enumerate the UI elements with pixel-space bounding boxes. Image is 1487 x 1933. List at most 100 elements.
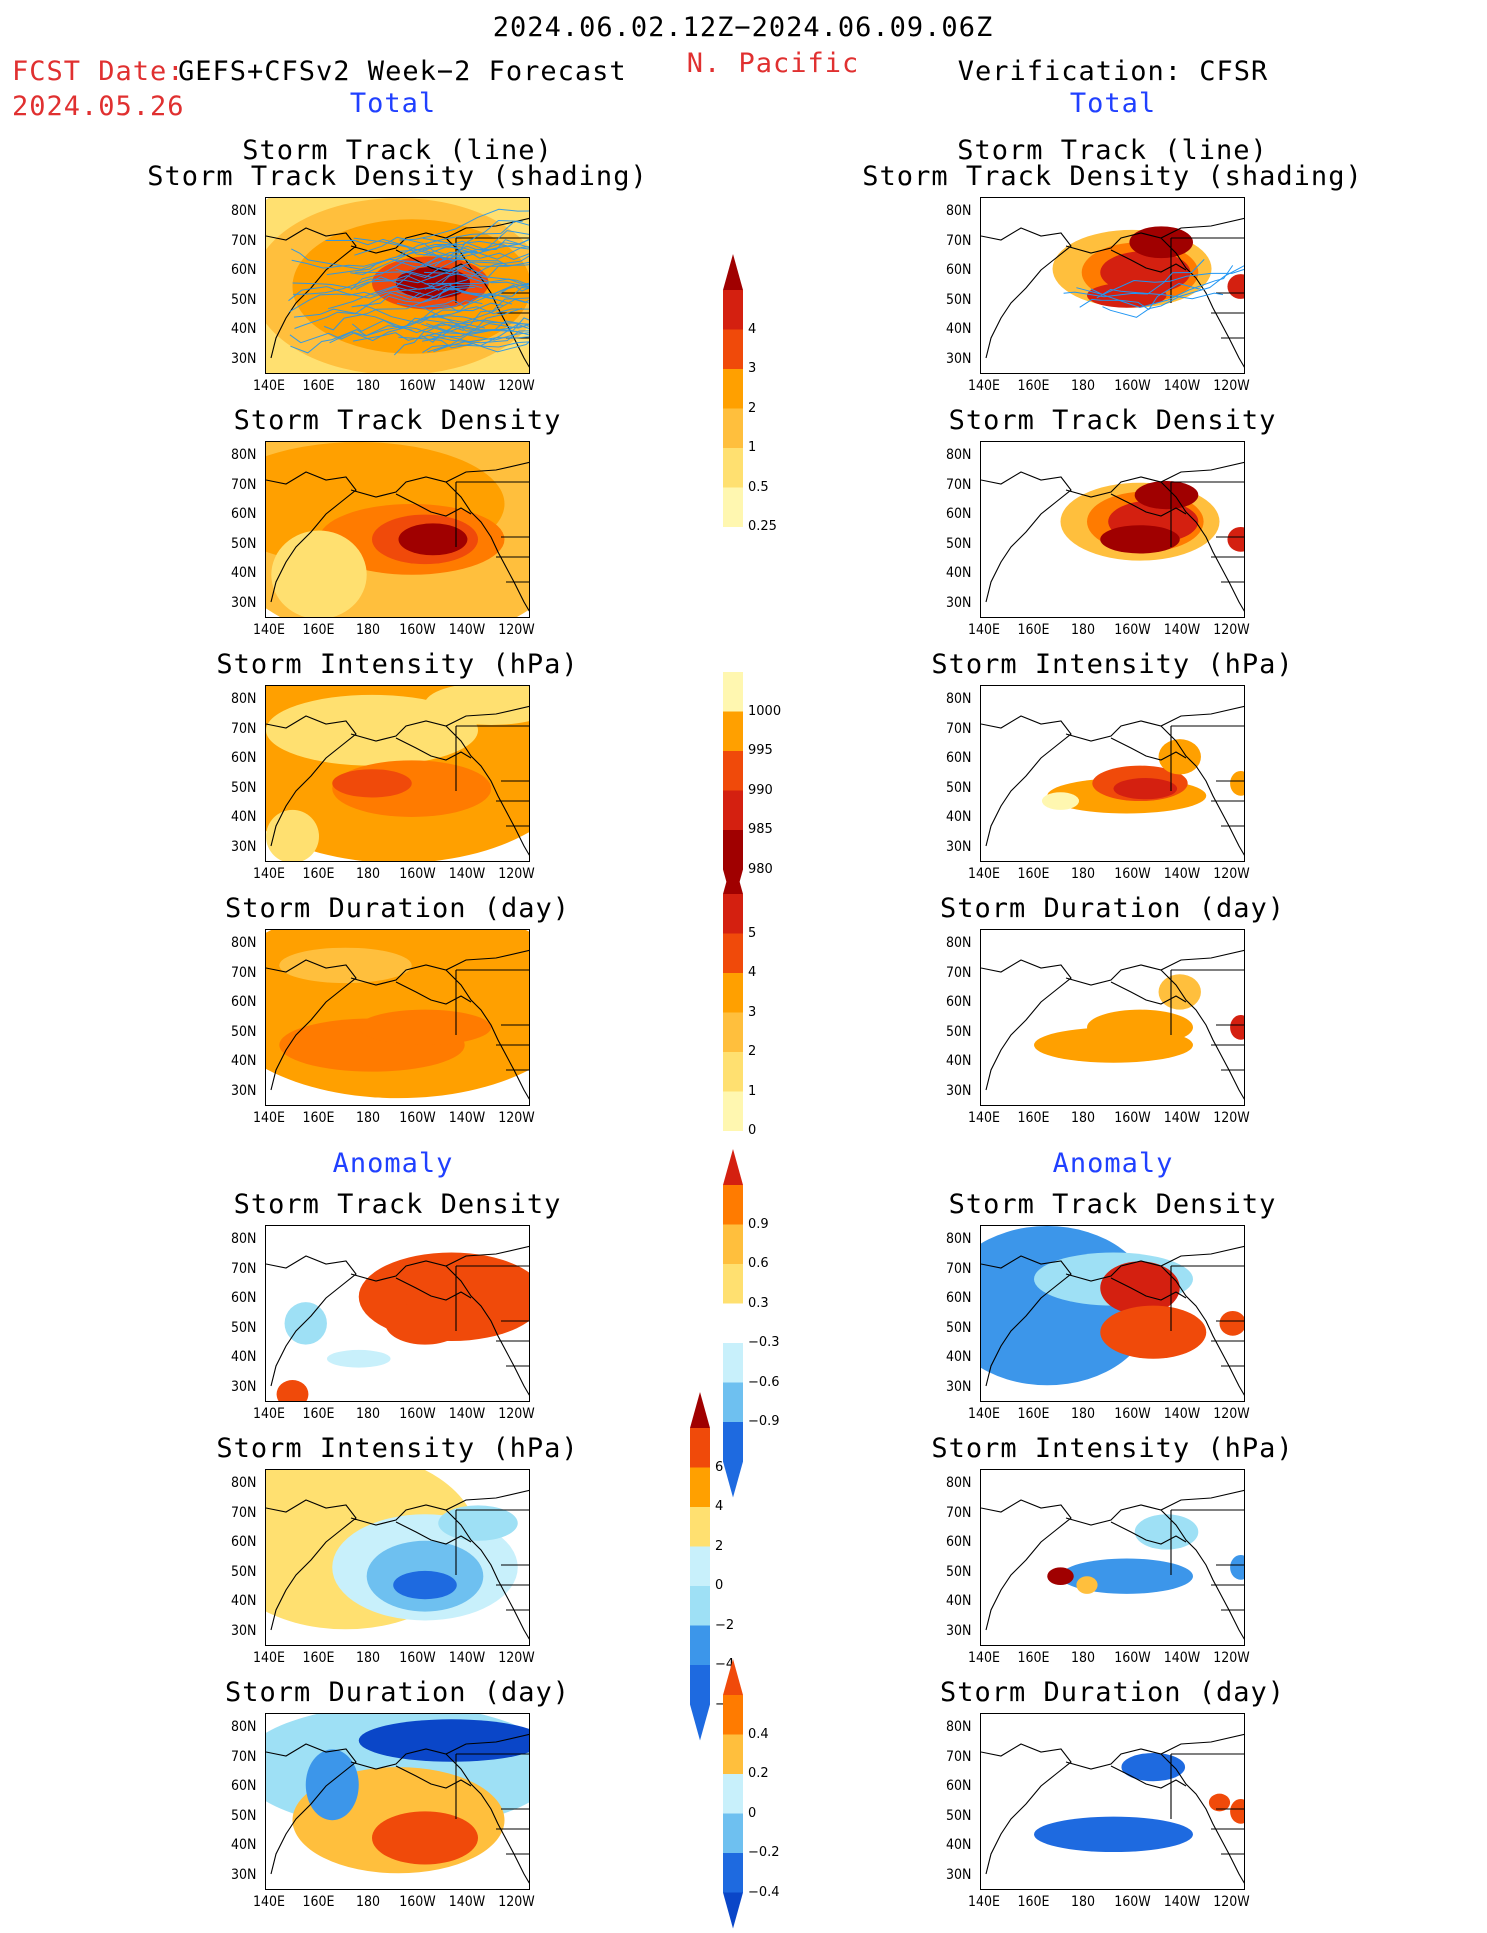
colorbar-arrow bbox=[690, 1704, 710, 1741]
coastline bbox=[981, 1733, 1244, 1884]
lat-tick-label: 30N bbox=[231, 594, 257, 611]
field-shading bbox=[358, 1719, 529, 1762]
lat-tick-label: 40N bbox=[946, 565, 972, 581]
panel-title: Storm Track Density bbox=[948, 1189, 1277, 1220]
lat-tick-label: 60N bbox=[946, 1778, 972, 1794]
lat-tick-label: 30N bbox=[231, 1622, 257, 1639]
panel-title: Storm Intensity (hPa) bbox=[931, 1433, 1294, 1464]
lat-tick-label: 80N bbox=[946, 447, 972, 463]
storm-tracks bbox=[1063, 259, 1244, 318]
panel-title: Storm Duration (day) bbox=[939, 1677, 1286, 1708]
colorbar-bin bbox=[723, 1813, 743, 1853]
colorbar-bin bbox=[690, 1586, 710, 1626]
lon-tick-label: 160W bbox=[399, 378, 436, 394]
field-shading bbox=[1100, 1305, 1207, 1359]
lon-tick-label: 160E bbox=[1017, 622, 1050, 638]
section-total-left: Total bbox=[349, 88, 437, 119]
colorbar-bin bbox=[723, 487, 743, 527]
lon-tick-label: 140W bbox=[448, 378, 486, 394]
colorbar-bin bbox=[723, 369, 743, 409]
lat-tick-label: 50N bbox=[946, 1563, 972, 1580]
colorbar-label: −0.9 bbox=[748, 1414, 780, 1429]
lon-tick-label: 160W bbox=[1114, 1406, 1151, 1422]
lat-tick-label: 70N bbox=[231, 1260, 257, 1277]
lat-tick-label: 60N bbox=[231, 1290, 257, 1306]
field-shading bbox=[1129, 226, 1193, 259]
map-field bbox=[981, 217, 1244, 368]
colorbar-label: 0.9 bbox=[748, 1216, 769, 1232]
colorbar-bin bbox=[723, 1853, 743, 1893]
lat-tick-label: 50N bbox=[231, 1319, 257, 1336]
coastline bbox=[266, 705, 529, 856]
colorbar-arrow bbox=[723, 1892, 743, 1929]
lon-tick-label: 120W bbox=[498, 866, 535, 882]
panel-title: Storm Track Density bbox=[233, 1189, 562, 1220]
lon-tick-label: 180 bbox=[1070, 622, 1096, 638]
field-shading bbox=[305, 1749, 359, 1821]
lat-tick-label: 30N bbox=[231, 350, 257, 367]
coastline bbox=[266, 949, 529, 1100]
colorbar-intensity_anom bbox=[690, 1392, 710, 1741]
map-panel bbox=[265, 929, 530, 1106]
lat-tick-label: 80N bbox=[231, 1475, 257, 1491]
lat-tick-label: 80N bbox=[231, 1231, 257, 1247]
lon-tick-label: 140E bbox=[253, 622, 285, 638]
field-shading bbox=[1208, 1793, 1231, 1812]
colorbar-label: 5 bbox=[748, 925, 757, 941]
panel-title: Storm Intensity (hPa) bbox=[216, 1433, 579, 1464]
colorbar-bin bbox=[723, 1052, 743, 1092]
colorbar-label: −0.4 bbox=[748, 1884, 780, 1900]
lat-tick-label: 40N bbox=[946, 321, 972, 337]
lon-tick-label: 180 bbox=[1070, 1110, 1096, 1126]
map-panel bbox=[265, 197, 530, 374]
colorbar-bin bbox=[690, 1467, 710, 1507]
colorbar-label: 0.25 bbox=[748, 519, 777, 534]
lon-tick-label: 180 bbox=[355, 622, 381, 638]
lat-tick-label: 30N bbox=[946, 1378, 972, 1395]
lat-tick-label: 50N bbox=[946, 1319, 972, 1336]
field-shading bbox=[1219, 1310, 1244, 1336]
field-shading bbox=[1230, 1554, 1244, 1580]
lat-tick-label: 60N bbox=[946, 506, 972, 522]
colorbar-label: 0 bbox=[715, 1578, 724, 1593]
lon-tick-label: 180 bbox=[1070, 1406, 1096, 1422]
map-field bbox=[266, 442, 529, 617]
colorbar-label: 2 bbox=[748, 400, 757, 416]
lon-tick-label: 160E bbox=[302, 378, 335, 394]
colorbar-label: 2 bbox=[715, 1538, 724, 1554]
lon-tick-label: 120W bbox=[498, 622, 535, 638]
colorbar-arrow bbox=[723, 1149, 743, 1185]
lat-tick-label: 40N bbox=[946, 1349, 972, 1365]
colorbar-arrow bbox=[723, 858, 743, 894]
lon-tick-label: 140W bbox=[1163, 1650, 1201, 1666]
field-shading bbox=[266, 694, 478, 766]
colorbar-arrow bbox=[723, 254, 743, 290]
field-shading bbox=[284, 1302, 327, 1345]
map-field bbox=[981, 1733, 1244, 1884]
lat-tick-label: 40N bbox=[231, 321, 257, 337]
colorbar-bin bbox=[723, 1734, 743, 1774]
field-shading bbox=[1134, 1514, 1199, 1550]
coastline bbox=[981, 705, 1244, 856]
lon-tick-label: 180 bbox=[1070, 378, 1096, 394]
lat-tick-label: 50N bbox=[231, 1563, 257, 1580]
field-shading bbox=[1041, 792, 1080, 810]
colorbar-label: 990 bbox=[748, 782, 773, 798]
lat-tick-label: 80N bbox=[231, 203, 257, 219]
field-shading bbox=[1230, 770, 1244, 796]
lon-tick-label: 140E bbox=[253, 378, 285, 394]
verification-label: Verification: CFSR bbox=[957, 56, 1269, 87]
lat-tick-label: 60N bbox=[946, 262, 972, 278]
colorbar-bin bbox=[723, 933, 743, 973]
lon-tick-label: 160W bbox=[399, 1650, 436, 1666]
coastline bbox=[981, 1489, 1244, 1640]
lon-tick-label: 180 bbox=[355, 1406, 381, 1422]
lat-tick-label: 70N bbox=[231, 964, 257, 981]
lat-tick-label: 70N bbox=[231, 476, 257, 493]
map-field bbox=[266, 1714, 529, 1884]
region-label: N. Pacific bbox=[686, 48, 860, 79]
coastline bbox=[981, 1245, 1244, 1396]
panel-title: Storm Track (line) bbox=[957, 135, 1268, 166]
lon-tick-label: 120W bbox=[1213, 1110, 1250, 1126]
lat-tick-label: 50N bbox=[231, 779, 257, 796]
